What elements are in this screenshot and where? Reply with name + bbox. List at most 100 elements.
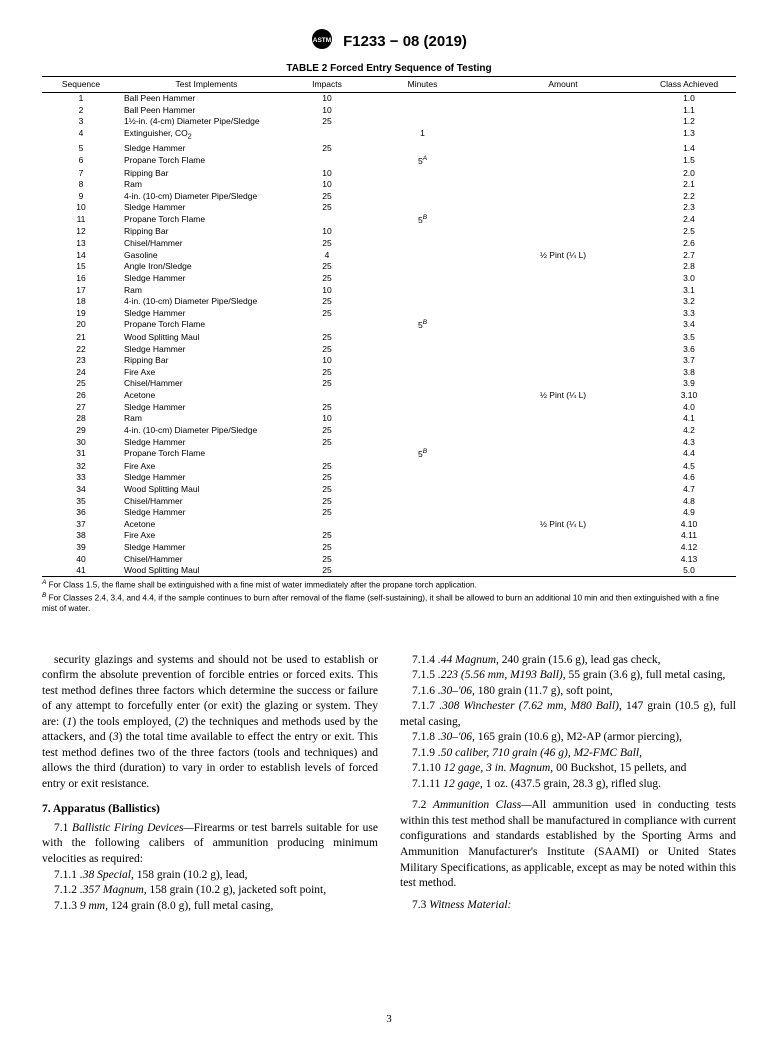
table-cell bbox=[361, 331, 484, 343]
table-cell bbox=[361, 92, 484, 104]
table-cell bbox=[484, 128, 642, 143]
clause-7-1-11: 7.1.11 12 gage, 1 oz. (437.5 grain, 28.3… bbox=[400, 777, 736, 793]
table-cell: 25 bbox=[293, 143, 361, 155]
table-title: TABLE 2 Forced Entry Sequence of Testing bbox=[42, 63, 736, 74]
table-cell: ½ Pint (¼ L) bbox=[484, 249, 642, 261]
table-cell bbox=[484, 448, 642, 460]
table-cell: Gasoline bbox=[120, 249, 293, 261]
svg-text:ASTM: ASTM bbox=[313, 37, 331, 44]
table-cell: Sledge Hammer bbox=[120, 472, 293, 484]
table-cell: 4.4 bbox=[642, 448, 736, 460]
table-cell bbox=[361, 190, 484, 202]
table-cell: 39 bbox=[42, 542, 120, 554]
table-cell: 25 bbox=[293, 401, 361, 413]
table-cell: Chisel/Hammer bbox=[120, 238, 293, 250]
table-cell: 2.6 bbox=[642, 238, 736, 250]
table-cell bbox=[484, 238, 642, 250]
table-cell bbox=[484, 284, 642, 296]
table-cell: 34 bbox=[42, 483, 120, 495]
table-cell: 35 bbox=[42, 495, 120, 507]
table-cell: 3.6 bbox=[642, 343, 736, 355]
table-cell: 1.5 bbox=[642, 155, 736, 167]
table-cell bbox=[293, 319, 361, 331]
table-cell: 10 bbox=[42, 202, 120, 214]
table-cell: ½ Pint (¼ L) bbox=[484, 518, 642, 530]
table-row: 41Wood Splitting Maul255.0 bbox=[42, 565, 736, 577]
table-cell: Ball Peen Hammer bbox=[120, 92, 293, 104]
table-cell bbox=[361, 390, 484, 402]
table-cell: 2 bbox=[42, 104, 120, 116]
table-cell bbox=[484, 104, 642, 116]
table-cell: 7 bbox=[42, 167, 120, 179]
table-cell: 23 bbox=[42, 355, 120, 367]
table-cell bbox=[484, 483, 642, 495]
table-cell bbox=[361, 413, 484, 425]
table-cell: 30 bbox=[42, 436, 120, 448]
table-cell: 25 bbox=[293, 472, 361, 484]
table-row: 35Chisel/Hammer254.8 bbox=[42, 495, 736, 507]
table-cell: 8 bbox=[42, 179, 120, 191]
para-security: security glazings and systems and should… bbox=[42, 653, 378, 793]
table-cell: 4.9 bbox=[642, 507, 736, 519]
table-cell: 2.1 bbox=[642, 179, 736, 191]
clause-7-1-4: 7.1.4 .44 Magnum, 240 grain (15.6 g), le… bbox=[400, 653, 736, 669]
table-cell bbox=[361, 401, 484, 413]
table-row: 6Propane Torch Flame5A1.5 bbox=[42, 155, 736, 167]
table-cell bbox=[484, 378, 642, 390]
table-cell: 25 bbox=[293, 202, 361, 214]
table-cell: 37 bbox=[42, 518, 120, 530]
forced-entry-table: Sequence Test Implements Impacts Minutes… bbox=[42, 76, 736, 577]
table-cell: 25 bbox=[293, 378, 361, 390]
table-cell bbox=[484, 214, 642, 226]
table-cell: 4.0 bbox=[642, 401, 736, 413]
page: ASTM F1233 − 08 (2019) TABLE 2 Forced En… bbox=[0, 0, 778, 1041]
table-cell: 10 bbox=[293, 167, 361, 179]
table-row: 4Extinguisher, CO211.3 bbox=[42, 128, 736, 143]
table-cell bbox=[361, 378, 484, 390]
table-cell: 11 bbox=[42, 214, 120, 226]
table-cell: 14 bbox=[42, 249, 120, 261]
table-cell: 3 bbox=[42, 116, 120, 128]
table-cell: 4.3 bbox=[642, 436, 736, 448]
table-row: 19Sledge Hammer253.3 bbox=[42, 307, 736, 319]
table-cell: Wood Splitting Maul bbox=[120, 331, 293, 343]
table-cell bbox=[361, 565, 484, 577]
table-row: 5Sledge Hammer251.4 bbox=[42, 143, 736, 155]
col-minutes: Minutes bbox=[361, 77, 484, 93]
table-cell: 3.0 bbox=[642, 272, 736, 284]
table-cell bbox=[484, 116, 642, 128]
table-cell bbox=[293, 518, 361, 530]
table-cell: 25 bbox=[293, 424, 361, 436]
table-cell: 10 bbox=[293, 284, 361, 296]
table-cell: 25 bbox=[293, 296, 361, 308]
table-footnotes: A For Class 1.5, the flame shall be exti… bbox=[42, 579, 736, 614]
table-cell bbox=[361, 495, 484, 507]
table-cell: 10 bbox=[293, 92, 361, 104]
table-cell: 27 bbox=[42, 401, 120, 413]
table-cell: Sledge Hammer bbox=[120, 343, 293, 355]
table-cell: Fire Axe bbox=[120, 460, 293, 472]
table-cell bbox=[361, 202, 484, 214]
table-cell: Propane Torch Flame bbox=[120, 214, 293, 226]
table-cell bbox=[484, 565, 642, 577]
table-cell bbox=[361, 307, 484, 319]
table-cell: 6 bbox=[42, 155, 120, 167]
table-cell: 1 bbox=[361, 128, 484, 143]
table-cell: 21 bbox=[42, 331, 120, 343]
table-cell: 3.9 bbox=[642, 378, 736, 390]
table-cell bbox=[293, 214, 361, 226]
col-sequence: Sequence bbox=[42, 77, 120, 93]
table-cell bbox=[361, 272, 484, 284]
col-impacts: Impacts bbox=[293, 77, 361, 93]
table-cell bbox=[361, 507, 484, 519]
table-cell: 25 bbox=[293, 507, 361, 519]
table-cell bbox=[484, 542, 642, 554]
table-cell bbox=[361, 261, 484, 273]
table-cell bbox=[361, 436, 484, 448]
table-row: 24Fire Axe253.8 bbox=[42, 366, 736, 378]
table-cell: Sledge Hammer bbox=[120, 507, 293, 519]
table-row: 10Sledge Hammer252.3 bbox=[42, 202, 736, 214]
footnote-b: B For Classes 2.4, 3.4, and 4.4, if the … bbox=[42, 592, 736, 615]
table-cell: 25 bbox=[293, 366, 361, 378]
table-cell: 2.8 bbox=[642, 261, 736, 273]
